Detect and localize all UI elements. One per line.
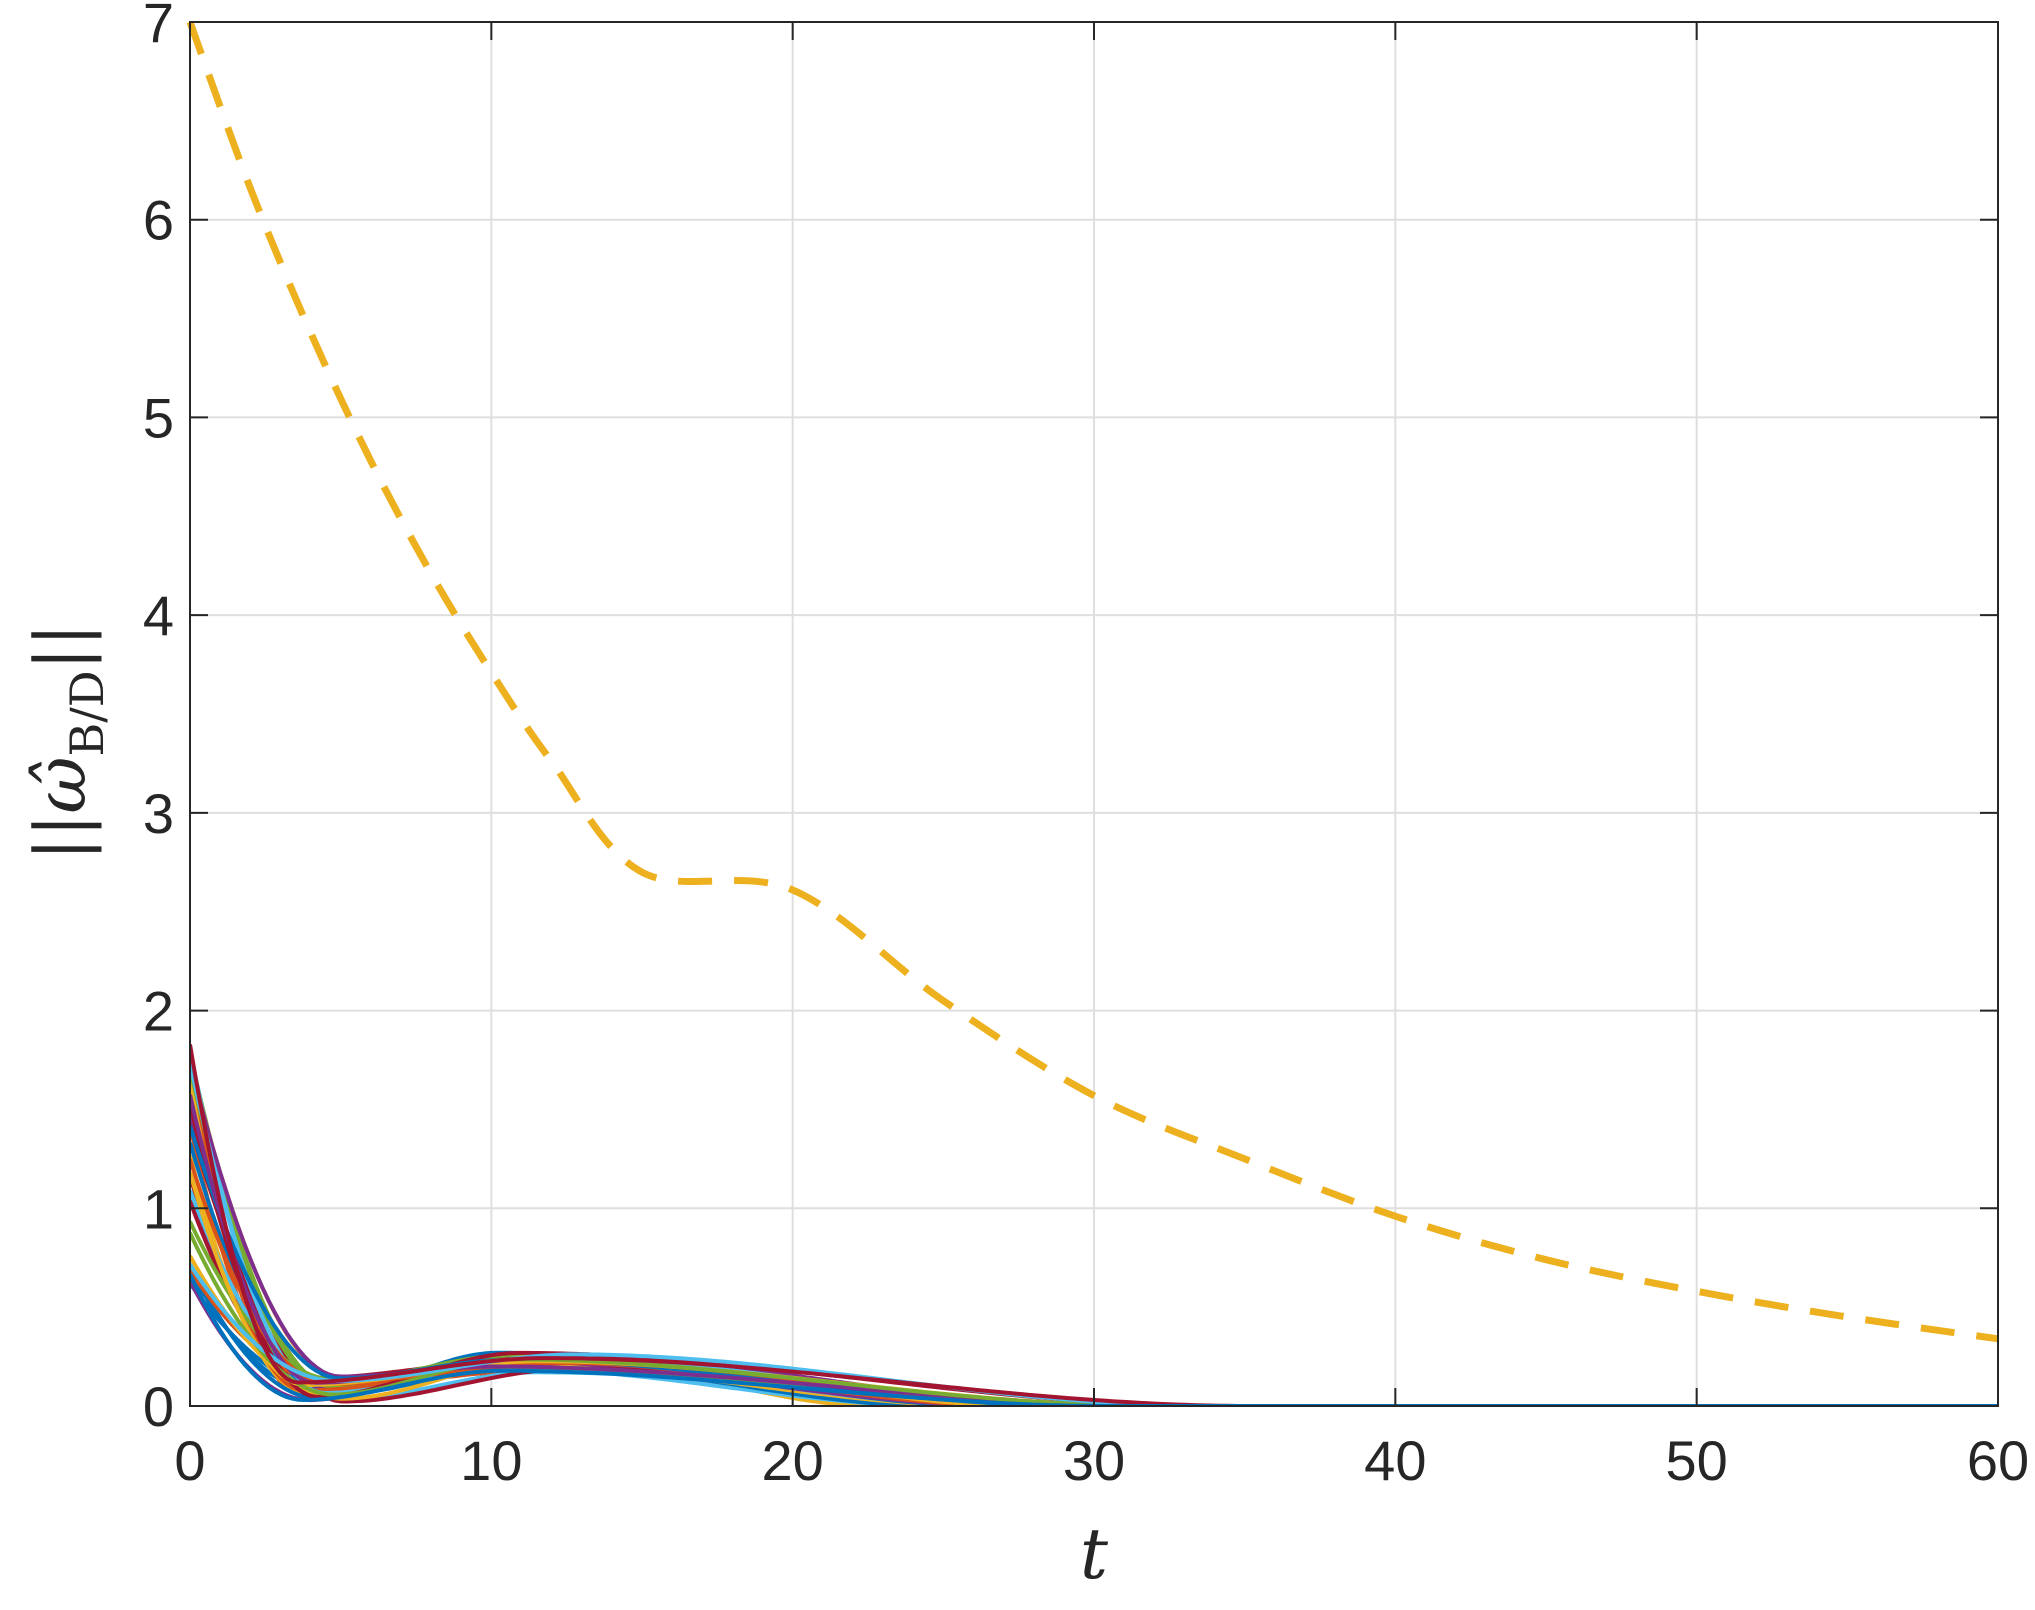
y-tick-label-3: 3: [143, 782, 174, 845]
x-axis-label: t: [1080, 1513, 1109, 1595]
y-axis-label-subscript: B/D: [60, 670, 114, 756]
x-tick-label-0: 0: [174, 1429, 205, 1492]
axis-ticks: [189, 21, 1999, 1407]
x-tick-label-50: 50: [1666, 1429, 1728, 1492]
y-tick-label-5: 5: [143, 386, 174, 449]
y-tick-labels: 0 1 2 3 4 5 6 7: [143, 0, 174, 1438]
y-tick-label-2: 2: [143, 980, 174, 1043]
y-axis-label-symbol: ω̂: [20, 757, 102, 814]
x-tick-label-60: 60: [1967, 1429, 2029, 1492]
y-axis-label-open: ||: [20, 814, 102, 861]
trajectory-line-15: [190, 1263, 1998, 1406]
x-tick-label-20: 20: [762, 1429, 824, 1492]
x-tick-labels: 0 10 20 30 40 50 60: [174, 1429, 2029, 1492]
bound-dashed-line: [186, 20, 1999, 1343]
y-tick-label-6: 6: [143, 189, 174, 252]
x-tick-label-30: 30: [1063, 1429, 1125, 1492]
grid: [190, 22, 1998, 1406]
y-tick-label-0: 0: [143, 1375, 174, 1438]
y-axis-label: ||ω̂B/D||: [20, 623, 114, 861]
x-tick-label-40: 40: [1364, 1429, 1426, 1492]
y-tick-label-7: 7: [143, 0, 174, 54]
y-axis-label-close: ||: [20, 623, 102, 670]
y-tick-label-1: 1: [143, 1177, 174, 1240]
x-tick-label-10: 10: [460, 1429, 522, 1492]
y-tick-label-4: 4: [143, 584, 174, 647]
